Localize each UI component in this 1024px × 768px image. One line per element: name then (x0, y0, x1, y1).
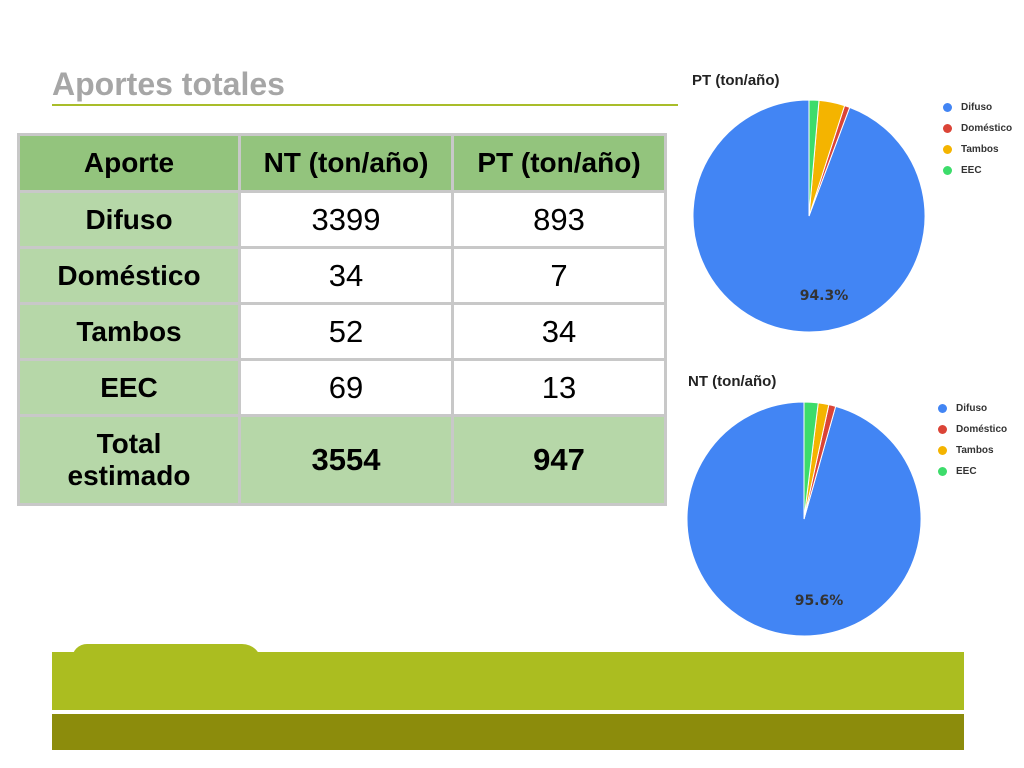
pie-slice-eec (803, 401, 819, 520)
legend-swatch (943, 145, 952, 154)
table-row: Difuso 3399 893 (17, 190, 667, 249)
header-pt: PT (ton/año) (451, 133, 667, 193)
legend-swatch (943, 103, 952, 112)
legend-swatch (938, 467, 947, 476)
legend-item: Doméstico (943, 118, 1012, 139)
row-label-domestico: Doméstico (17, 246, 241, 305)
row-label-eec: EEC (17, 358, 241, 417)
total-label-line2: estimado (67, 460, 191, 491)
legend-item: EEC (943, 160, 1012, 181)
legend-item: Tambos (938, 440, 1007, 461)
cell-nt-tambos: 52 (238, 302, 454, 361)
cell-nt-eec: 69 (238, 358, 454, 417)
legend-label: Tambos (956, 445, 994, 456)
pie-nt-legend: Difuso Doméstico Tambos EEC (938, 398, 1007, 482)
legend-label: EEC (956, 466, 977, 477)
cell-pt-eec: 13 (451, 358, 667, 417)
aportes-table: Aporte NT (ton/año) PT (ton/año) Difuso … (17, 133, 667, 506)
pie-nt-title: NT (ton/año) (688, 373, 777, 390)
slide-title: Aportes totales (52, 66, 285, 102)
footer-band-olive (52, 714, 964, 750)
legend-swatch (943, 124, 952, 133)
pie-data-label: 95.6% (795, 593, 844, 609)
legend-item: EEC (938, 461, 1007, 482)
total-label-line1: Total (96, 428, 162, 459)
table-header-row: Aporte NT (ton/año) PT (ton/año) (17, 133, 667, 193)
cell-nt-difuso: 3399 (238, 190, 454, 249)
legend-item: Difuso (943, 97, 1012, 118)
pie-pt-legend: Difuso Doméstico Tambos EEC (943, 97, 1012, 181)
row-label-total: Total estimado (17, 414, 241, 506)
legend-swatch (938, 446, 947, 455)
legend-item: Difuso (938, 398, 1007, 419)
cell-nt-domestico: 34 (238, 246, 454, 305)
title-underline (52, 104, 678, 106)
row-label-difuso: Difuso (17, 190, 241, 249)
header-nt: NT (ton/año) (238, 133, 454, 193)
legend-swatch (938, 425, 947, 434)
table-row: Tambos 52 34 (17, 302, 667, 361)
row-label-tambos: Tambos (17, 302, 241, 361)
legend-item: Doméstico (938, 419, 1007, 440)
legend-label: Difuso (956, 403, 988, 414)
legend-label: EEC (961, 165, 982, 176)
legend-swatch (938, 404, 947, 413)
legend-label: Doméstico (961, 123, 1013, 134)
cell-pt-total: 947 (451, 414, 667, 506)
legend-label: Tambos (961, 144, 999, 155)
legend-label: Doméstico (956, 424, 1008, 435)
footer-band-green (52, 652, 964, 710)
table-row: Doméstico 34 7 (17, 246, 667, 305)
cell-pt-tambos: 34 (451, 302, 667, 361)
legend-item: Tambos (943, 139, 1012, 160)
pie-pt-title: PT (ton/año) (692, 72, 780, 89)
cell-nt-total: 3554 (238, 414, 454, 506)
cell-pt-domestico: 7 (451, 246, 667, 305)
legend-swatch (943, 166, 952, 175)
pie-slice-eec (808, 99, 820, 217)
legend-label: Difuso (961, 102, 993, 113)
header-aporte: Aporte (17, 133, 241, 193)
cell-pt-difuso: 893 (451, 190, 667, 249)
table-row: EEC 69 13 (17, 358, 667, 417)
pie-chart-nt: 95.6% (686, 401, 922, 637)
table-total-row: Total estimado 3554 947 (17, 414, 667, 506)
pie-chart-pt: 94.3% (692, 99, 926, 333)
pie-data-label: 94.3% (800, 288, 849, 304)
